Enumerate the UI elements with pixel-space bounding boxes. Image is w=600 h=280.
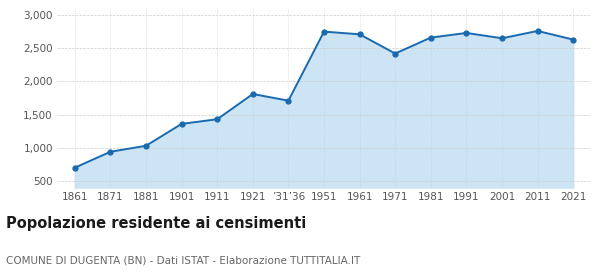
Text: COMUNE DI DUGENTA (BN) - Dati ISTAT - Elaborazione TUTTITALIA.IT: COMUNE DI DUGENTA (BN) - Dati ISTAT - El… (6, 255, 360, 265)
Text: Popolazione residente ai censimenti: Popolazione residente ai censimenti (6, 216, 306, 231)
